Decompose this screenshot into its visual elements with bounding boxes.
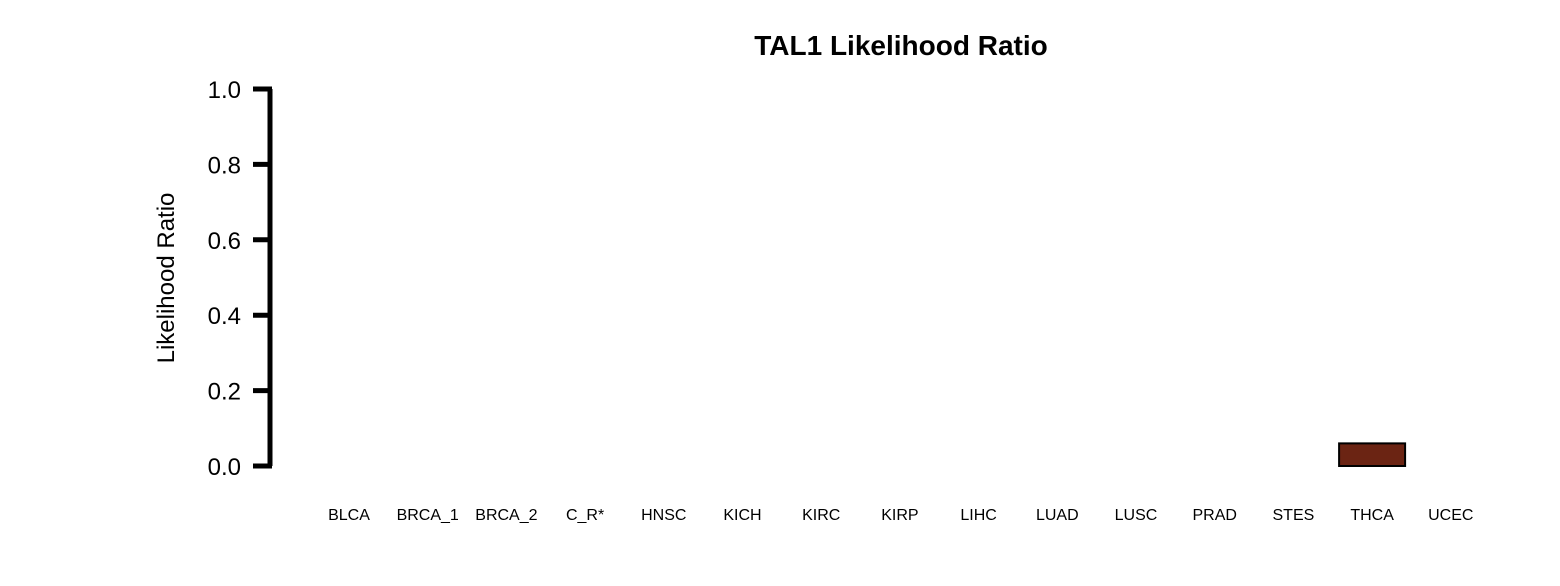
x-tick-label: C_R* [566,507,604,524]
x-tick-label: BLCA [328,507,370,524]
x-tick-label: LUSC [1115,507,1158,524]
x-tick-label: BRCA_2 [475,507,537,524]
x-tick-label: KIRC [802,507,840,524]
y-tick-label: 0.6 [208,228,241,255]
y-tick-label: 0.8 [208,152,241,179]
y-axis-label: Likelihood Ratio [153,193,180,364]
y-tick-label: 1.0 [208,77,241,104]
y-tick-label: 0.4 [208,303,241,330]
x-tick-label: LIHC [960,507,996,524]
chart-title: TAL1 Likelihood Ratio [754,30,1047,61]
y-axis-ticks: 0.0 0.2 0.4 0.6 0.8 1.0 [208,77,272,481]
x-tick-label: PRAD [1192,507,1236,524]
x-tick-label: HNSC [641,507,686,524]
x-tick-label: LUAD [1036,507,1079,524]
x-tick-label: STES [1273,507,1315,524]
x-axis-tick-labels: BLCA BRCA_1 BRCA_2 C_R* HNSC KICH KIRC KIRP LIHC… [328,507,1473,524]
x-tick-label: THCA [1350,507,1394,524]
y-tick-label: 0.0 [208,454,241,481]
x-tick-label: KIRP [881,507,918,524]
x-tick-label: KICH [723,507,761,524]
bars [1338,442,1407,468]
x-tick-label: UCEC [1428,507,1473,524]
bar-thca [1338,442,1407,468]
y-tick-label: 0.2 [208,379,241,406]
x-tick-label: BRCA_1 [397,507,459,524]
